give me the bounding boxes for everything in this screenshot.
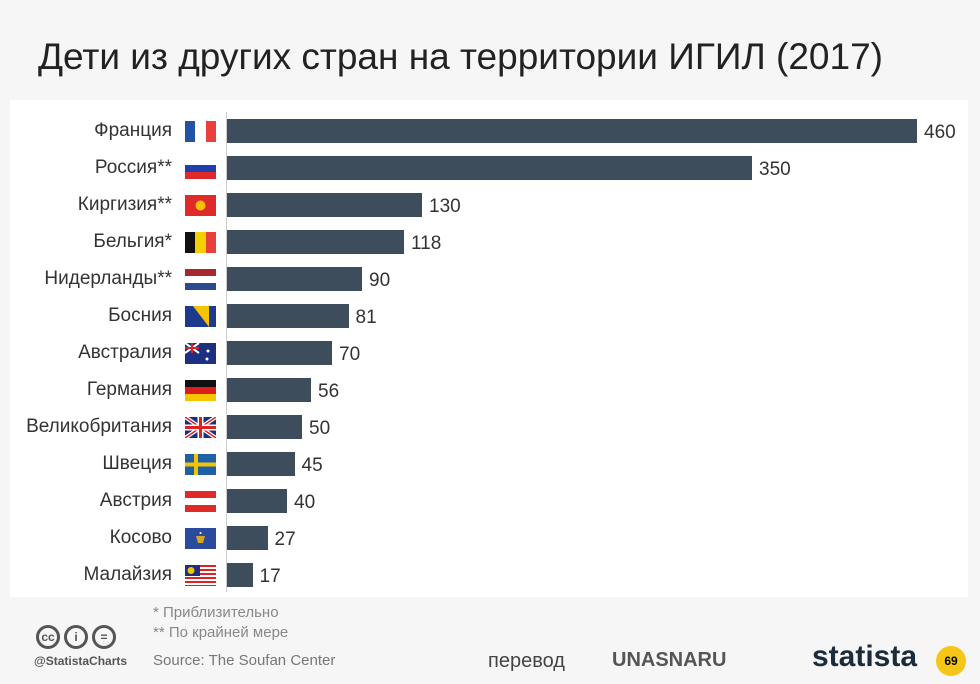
bosnia-flag-icon xyxy=(185,306,216,327)
bar xyxy=(227,378,311,402)
value-label: 460 xyxy=(924,122,956,143)
malaysia-flag-icon xyxy=(185,565,216,586)
note-approx: * Приблизительно xyxy=(153,604,279,621)
category-label: Малайзия xyxy=(83,564,173,585)
belgium-flag-icon xyxy=(185,232,216,253)
category-label: Россия** xyxy=(94,157,172,178)
value-label: 130 xyxy=(429,196,461,217)
chart-title: Дети из других стран на территории ИГИЛ … xyxy=(38,36,883,77)
australia-flag-icon xyxy=(185,343,216,364)
bar xyxy=(227,267,362,291)
value-label: 118 xyxy=(411,233,442,254)
chart-panel xyxy=(10,100,968,597)
value-label: 27 xyxy=(274,529,296,550)
category-label: Босния xyxy=(108,305,172,326)
category-label: Косово xyxy=(109,527,172,548)
source-text: Source: The Soufan Center xyxy=(153,652,336,669)
statista-logo: statista xyxy=(812,640,918,673)
bar xyxy=(227,563,253,587)
kosovo-flag-icon xyxy=(185,528,216,549)
bar xyxy=(227,193,422,217)
y-axis-line xyxy=(226,112,227,592)
value-label: 350 xyxy=(759,159,791,180)
translation-label: перевод xyxy=(488,650,565,672)
category-label: Киргизия** xyxy=(77,194,172,215)
cc-license-icons: cc i = xyxy=(36,625,116,649)
category-label: Великобритания xyxy=(26,416,172,437)
bar xyxy=(227,452,295,476)
bar xyxy=(227,156,752,180)
netherlands-flag-icon xyxy=(185,269,216,290)
france-flag-icon xyxy=(185,121,216,142)
austria-flag-icon xyxy=(185,491,216,512)
category-label: Австралия xyxy=(78,342,172,363)
category-label: Бельгия* xyxy=(93,231,172,252)
category-label: Австрия xyxy=(99,490,172,511)
value-label: 81 xyxy=(355,307,377,328)
attribution-icon: i xyxy=(64,625,88,649)
value-label: 50 xyxy=(309,418,331,439)
bar xyxy=(227,304,349,328)
sweden-flag-icon xyxy=(185,454,216,475)
twitter-handle: @StatistaCharts xyxy=(34,654,128,668)
value-label: 70 xyxy=(339,344,361,365)
bar xyxy=(227,230,404,254)
bar xyxy=(227,489,287,513)
value-label: 90 xyxy=(369,270,391,291)
value-label: 45 xyxy=(301,455,323,476)
germany-flag-icon xyxy=(185,380,216,401)
bar xyxy=(227,415,302,439)
russia-flag-icon xyxy=(185,158,216,179)
bar xyxy=(227,526,268,550)
bar xyxy=(227,119,917,143)
kyrgyzstan-flag-icon xyxy=(185,195,216,216)
bar xyxy=(227,341,332,365)
category-label: Германия xyxy=(86,379,172,400)
value-label: 17 xyxy=(259,566,281,587)
cc-icon: cc xyxy=(36,625,60,649)
category-label: Франция xyxy=(94,120,172,141)
no-derivatives-icon: = xyxy=(92,625,116,649)
note-at-least: ** По крайней мере xyxy=(153,624,289,641)
badge-icon: 69 xyxy=(936,646,966,676)
category-label: Швеция xyxy=(102,453,172,474)
uk-flag-icon xyxy=(185,417,216,438)
translator-logo: UNASNARU xyxy=(612,649,727,671)
value-label: 40 xyxy=(294,492,316,513)
value-label: 56 xyxy=(318,381,340,402)
category-label: Нидерланды** xyxy=(44,268,172,289)
